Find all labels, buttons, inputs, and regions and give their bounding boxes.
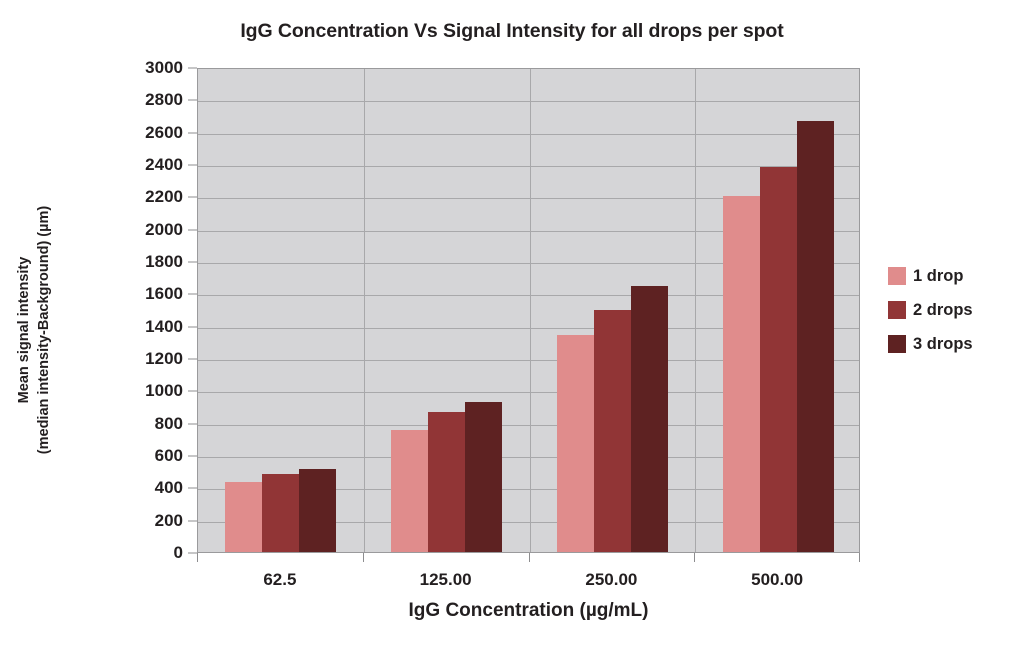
y-axis-tick-mark bbox=[188, 261, 197, 263]
legend-entry[interactable]: 1 drop bbox=[888, 259, 973, 293]
x-axis-tick-label: 500.00 bbox=[751, 570, 804, 589]
gridline-horizontal bbox=[198, 327, 859, 329]
x-axis-tick-mark bbox=[197, 553, 198, 562]
y-axis-tick-mark bbox=[188, 520, 197, 522]
bar[interactable] bbox=[391, 429, 429, 552]
x-axis-tick-label: 125.00 bbox=[419, 570, 472, 589]
gridline-horizontal bbox=[198, 295, 859, 297]
gridline-horizontal bbox=[198, 166, 859, 167]
gridline-horizontal bbox=[198, 230, 859, 232]
gridline-horizontal bbox=[198, 198, 859, 200]
y-axis-tick-mark bbox=[188, 487, 197, 489]
y-axis-tick-label: 2400 bbox=[145, 155, 183, 174]
legend-entry[interactable]: 3 drops bbox=[888, 327, 973, 361]
y-axis-tick-mark bbox=[188, 67, 197, 69]
bar-group bbox=[225, 69, 337, 552]
bar[interactable] bbox=[796, 121, 834, 552]
y-axis-title: Mean signal intensity (median intensity-… bbox=[14, 175, 54, 485]
y-axis-tick-mark bbox=[188, 229, 197, 231]
y-axis-tick-label: 2600 bbox=[145, 122, 183, 142]
bar[interactable] bbox=[630, 286, 668, 552]
plot-area bbox=[197, 68, 860, 553]
y-axis-tick-label: 0 bbox=[173, 543, 183, 562]
legend-label: 2 drops bbox=[913, 300, 973, 319]
gridline-horizontal bbox=[198, 392, 859, 394]
y-axis-tick-mark bbox=[188, 455, 197, 457]
y-axis-tick-label: 1800 bbox=[145, 252, 183, 271]
y-axis-tick-label: 2200 bbox=[145, 187, 183, 207]
chart-title: IgG Concentration Vs Signal Intensity fo… bbox=[240, 20, 784, 42]
bar[interactable] bbox=[262, 474, 300, 552]
legend-swatch-icon bbox=[888, 301, 906, 319]
gridline-horizontal bbox=[198, 360, 859, 361]
gridline-horizontal bbox=[198, 263, 859, 264]
y-axis-title-line2: (median intensity-Background) (µm) bbox=[36, 205, 52, 455]
legend: 1 drop 2 drops 3 drops bbox=[888, 259, 973, 361]
y-axis-tick-label: 3000 bbox=[145, 58, 183, 77]
y-axis-tick-label: 1200 bbox=[145, 349, 183, 368]
gridline-vertical bbox=[695, 69, 696, 552]
x-axis-title: IgG Concentration (µg/mL) bbox=[408, 600, 649, 621]
gridline-horizontal bbox=[198, 424, 859, 426]
y-axis-tick-mark bbox=[188, 132, 197, 134]
y-axis-tick-label: 800 bbox=[154, 413, 183, 433]
gridline-horizontal bbox=[198, 101, 859, 103]
bars-layer bbox=[198, 69, 859, 552]
legend-entry[interactable]: 2 drops bbox=[888, 293, 973, 327]
y-axis-tick-label: 1400 bbox=[145, 316, 183, 336]
x-axis-tick-mark bbox=[529, 553, 530, 562]
gridline-vertical bbox=[364, 69, 365, 552]
legend-label: 1 drop bbox=[913, 266, 964, 285]
y-axis-tick-mark bbox=[188, 164, 197, 166]
gridline-vertical bbox=[530, 69, 531, 552]
y-axis-tick-label: 2800 bbox=[145, 90, 183, 110]
y-axis-tick-mark bbox=[188, 552, 197, 554]
bar[interactable] bbox=[722, 196, 760, 552]
bar[interactable] bbox=[465, 402, 503, 552]
legend-swatch-icon bbox=[888, 267, 906, 285]
gridline-horizontal bbox=[198, 133, 859, 135]
y-axis-tick-mark bbox=[188, 390, 197, 392]
y-axis-tick-label: 200 bbox=[154, 510, 183, 530]
bar[interactable] bbox=[225, 482, 263, 552]
y-axis-tick-mark bbox=[188, 196, 197, 198]
gridlines bbox=[198, 69, 859, 552]
bar[interactable] bbox=[593, 310, 631, 552]
x-axis-tick-label: 62.5 bbox=[263, 570, 297, 589]
bar-group bbox=[391, 69, 503, 552]
gridline-horizontal bbox=[198, 521, 859, 523]
bar[interactable] bbox=[556, 334, 594, 552]
y-axis-tick-label: 400 bbox=[154, 478, 183, 498]
x-axis-tick-mark bbox=[694, 553, 695, 562]
x-axis-tick-mark bbox=[363, 553, 364, 562]
bar[interactable] bbox=[299, 469, 337, 552]
y-axis-tick-mark bbox=[188, 99, 197, 101]
legend-label: 3 drops bbox=[913, 334, 973, 353]
y-axis-tick-mark bbox=[188, 326, 197, 328]
legend-swatch-icon bbox=[888, 335, 906, 353]
y-axis-tick-label: 600 bbox=[154, 446, 183, 465]
bar-group bbox=[722, 69, 834, 552]
bar[interactable] bbox=[428, 412, 466, 552]
x-axis: 62.5 125.00 250.00 500.00 bbox=[197, 553, 860, 595]
x-axis-tick-mark bbox=[859, 553, 860, 562]
y-axis: 0 200 400 600 800 1000 1200 1400 1600 1800 2000 220… bbox=[100, 58, 197, 562]
y-axis-tick-mark bbox=[188, 423, 197, 425]
bar-group bbox=[556, 69, 668, 552]
y-axis-tick-label: 1600 bbox=[145, 284, 183, 304]
y-axis-tick-mark bbox=[188, 293, 197, 295]
y-axis-tick-label: 1000 bbox=[145, 381, 183, 401]
y-axis-tick-mark bbox=[188, 358, 197, 360]
y-axis-title-line1: Mean signal intensity bbox=[16, 256, 32, 404]
x-axis-tick-label: 250.00 bbox=[585, 570, 638, 589]
gridline-horizontal bbox=[198, 457, 859, 458]
y-axis-tick-label: 2000 bbox=[145, 219, 183, 239]
gridline-horizontal bbox=[198, 489, 859, 491]
bar[interactable] bbox=[759, 167, 797, 552]
